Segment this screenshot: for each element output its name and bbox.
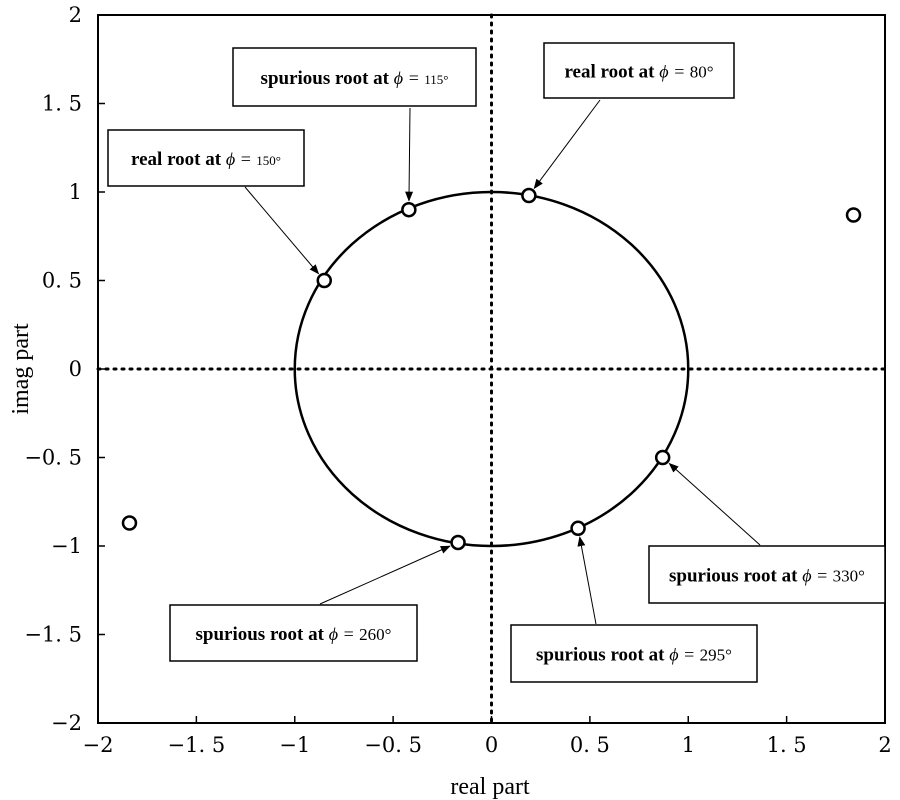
- x-tick-label: −2: [83, 733, 114, 757]
- y-tick-label: −1. 5: [24, 623, 82, 647]
- root-point: [121, 515, 138, 531]
- root-point: [316, 272, 333, 289]
- root-point: [845, 207, 862, 223]
- y-tick-label: 1: [69, 180, 82, 204]
- annotation-arrow: [668, 462, 761, 546]
- x-axis-title: real part: [450, 774, 530, 800]
- y-tick-label: −2: [51, 711, 82, 735]
- annotation-box: [543, 42, 735, 99]
- annotation-label: spurious root at ϕ = 330°: [669, 566, 865, 587]
- annotation-box: [169, 604, 418, 662]
- annotation-box: [232, 47, 477, 107]
- x-tick-label: 1: [682, 733, 695, 757]
- y-tick-label: 2: [69, 3, 82, 27]
- annotation-real-80: real root at ϕ = 80°: [533, 42, 735, 190]
- x-tick-label: 0. 5: [570, 733, 610, 757]
- annotation-label: real root at ϕ = 80°: [564, 62, 713, 83]
- annotation-arrow: [405, 107, 414, 202]
- root-point: [450, 534, 466, 551]
- root-point: [401, 201, 417, 218]
- annotation-real-150: real root at ϕ = 150°: [107, 129, 320, 275]
- annotation-label: spurious root at ϕ = 295°: [536, 645, 732, 666]
- y-tick-label: 0: [69, 357, 82, 381]
- annotation-arrow: [244, 186, 320, 275]
- root-point: [570, 520, 586, 537]
- x-tick-label: 0: [485, 733, 498, 757]
- x-tick-label: −1. 5: [168, 733, 226, 757]
- x-tick-label: 2: [878, 733, 891, 757]
- y-tick-label: 0. 5: [42, 269, 82, 293]
- annotation-arrow: [577, 536, 597, 625]
- annotation-label: real root at ϕ = 150°: [131, 149, 281, 170]
- annotation-box: [510, 624, 758, 683]
- x-tick-label: −0. 5: [364, 733, 422, 757]
- annotation-box: [648, 545, 886, 604]
- annotation-box: [107, 129, 305, 187]
- unit-circle-curve: [293, 190, 690, 548]
- annotation-spurious-115: spurious root at ϕ = 115°: [232, 47, 477, 202]
- annotation-label: spurious root at ϕ = 260°: [196, 624, 392, 645]
- annotation-label: spurious root at ϕ = 115°: [261, 68, 449, 89]
- annotation-spurious-295: spurious root at ϕ = 295°: [510, 536, 758, 683]
- root-point: [521, 187, 537, 204]
- y-axis-title: imag part: [8, 323, 34, 415]
- annotation-spurious-260: spurious root at ϕ = 260°: [169, 545, 451, 662]
- y-tick-label: 1. 5: [42, 92, 82, 116]
- x-tick-label: −1: [279, 733, 310, 757]
- root-point: [654, 449, 671, 466]
- y-tick-label: −1: [51, 534, 82, 558]
- x-tick-label: 1. 5: [767, 733, 807, 757]
- annotation-spurious-330: spurious root at ϕ = 330°: [648, 462, 886, 604]
- annotation-arrow: [319, 545, 451, 605]
- y-tick-label: −0. 5: [24, 446, 82, 470]
- annotation-arrow: [533, 99, 601, 190]
